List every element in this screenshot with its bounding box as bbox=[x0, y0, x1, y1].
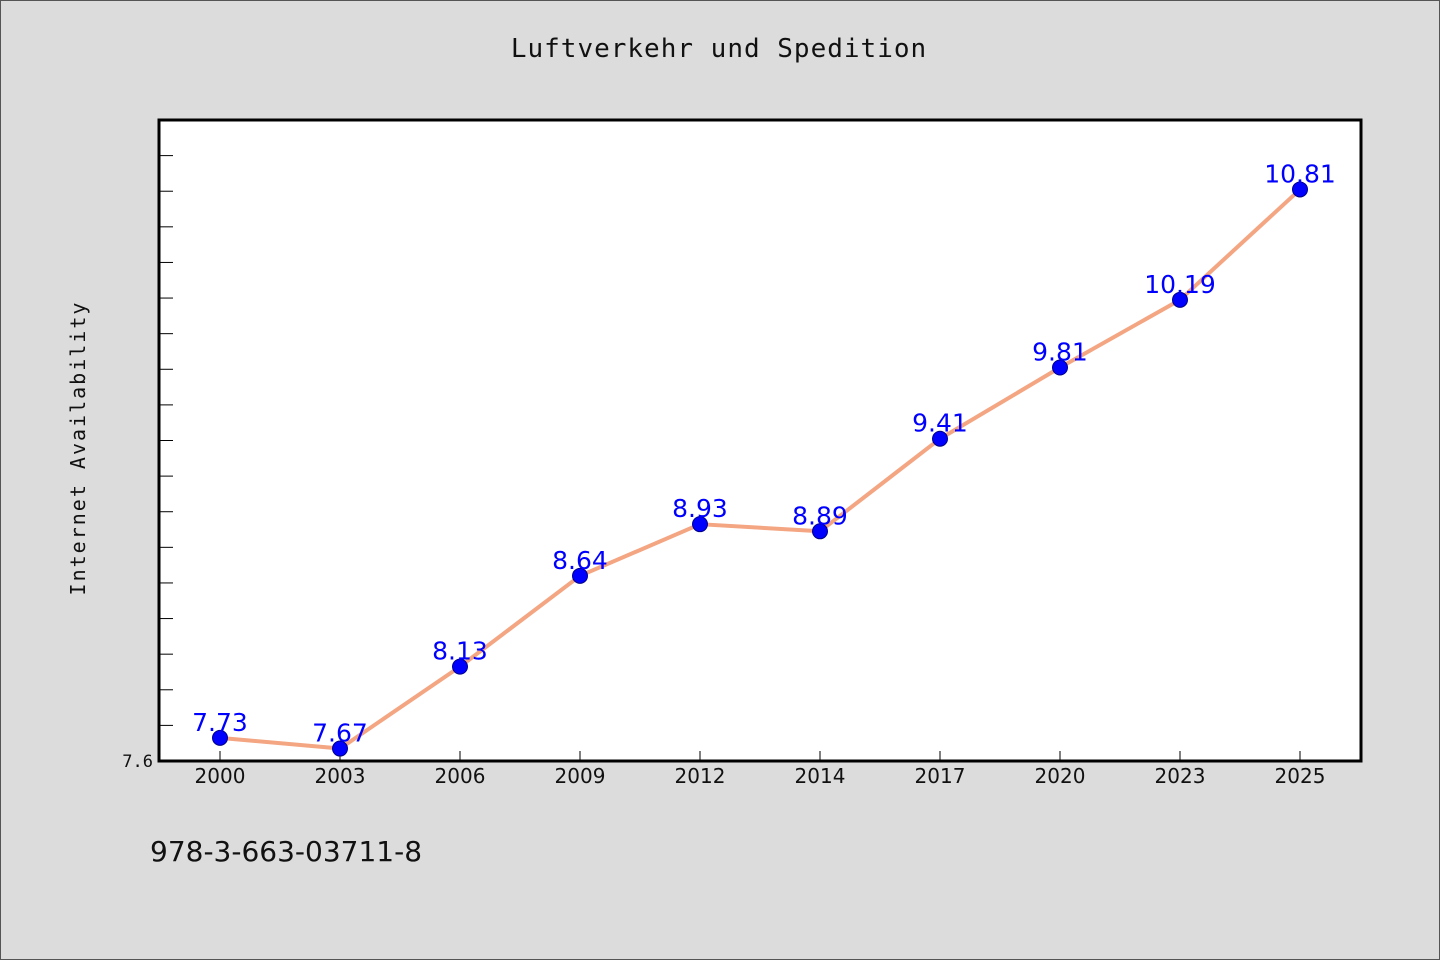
data-point-marker bbox=[452, 658, 468, 675]
data-label: 8.13 bbox=[432, 637, 488, 666]
isbn-text: 978-3-663-03711-8 bbox=[150, 835, 423, 868]
data-label: 8.64 bbox=[552, 546, 608, 575]
marker-layer bbox=[212, 181, 1308, 757]
data-label: 7.67 bbox=[312, 719, 368, 748]
data-point-marker bbox=[332, 740, 348, 757]
chart-title: Luftverkehr und Spedition bbox=[510, 34, 928, 64]
y-tick-label: 7.6 bbox=[122, 752, 153, 772]
data-point-marker bbox=[812, 523, 828, 540]
data-point-marker bbox=[932, 430, 948, 447]
data-label: 7.73 bbox=[192, 708, 248, 737]
x-tick-label: 2000 bbox=[195, 764, 246, 788]
data-label: 9.81 bbox=[1032, 337, 1088, 366]
x-tick-label: 2012 bbox=[675, 764, 726, 788]
data-label-layer: 7.73 7.67 8.13 8.64 8.93 8.89 9.41 9.81 10.19 10.… bbox=[192, 159, 1336, 747]
data-point-marker bbox=[692, 516, 708, 533]
data-label: 8.89 bbox=[792, 501, 848, 530]
x-tick-label: 2025 bbox=[1275, 764, 1326, 788]
x-tick-label: 2009 bbox=[555, 764, 606, 788]
x-axis-ticks: 2000 2003 2006 2009 2012 2014 2017 2020 2023 2025 bbox=[195, 751, 1326, 788]
x-tick-label: 2017 bbox=[915, 764, 966, 788]
data-point-marker bbox=[1292, 181, 1308, 198]
data-point-marker bbox=[212, 729, 228, 746]
x-tick-label: 2014 bbox=[795, 764, 846, 788]
data-label: 8.93 bbox=[672, 494, 728, 523]
data-point-marker bbox=[1172, 291, 1188, 308]
x-tick-label: 2003 bbox=[315, 764, 366, 788]
x-tick-label: 2006 bbox=[435, 764, 486, 788]
series-layer bbox=[218, 187, 1302, 751]
x-tick-label: 2020 bbox=[1035, 764, 1086, 788]
data-label: 10.19 bbox=[1144, 270, 1216, 299]
series-line bbox=[218, 187, 1302, 751]
data-point-marker bbox=[1052, 359, 1068, 376]
y-axis-ticks: 7.6 bbox=[122, 155, 173, 772]
data-point-marker bbox=[572, 567, 588, 584]
data-label: 10.81 bbox=[1264, 159, 1336, 188]
data-label: 9.41 bbox=[912, 409, 968, 438]
plot-area bbox=[157, 118, 1363, 763]
x-tick-label: 2023 bbox=[1155, 764, 1206, 788]
